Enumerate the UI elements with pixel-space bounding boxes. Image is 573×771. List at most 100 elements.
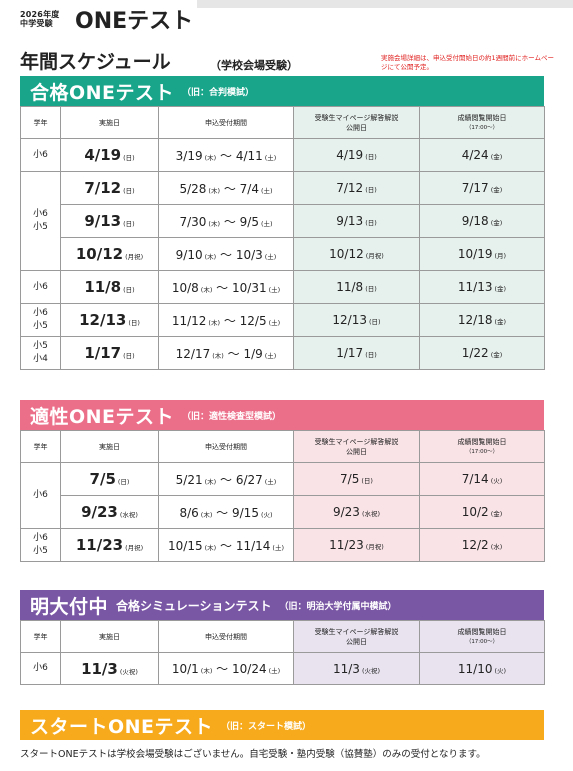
column-header-text: 申込受付期間 <box>205 632 247 641</box>
table-row: 9/13 (日) 7/30 (木) 〜 9/5 (土) 9/13 (日) 9/18 (金) <box>21 204 545 238</box>
application-period-cell: 10/1 (木) 〜 10/24 (土) <box>158 652 294 685</box>
period-start-weekday: (木) <box>208 186 220 195</box>
results-date-cell: 12/2 (水) <box>419 528 545 562</box>
results-weekday: (金) <box>490 219 503 227</box>
period-end-weekday: (土) <box>260 219 273 228</box>
column-header-text: 成績閲覧開始日 <box>457 437 507 446</box>
period-end: 1/9 <box>243 346 263 361</box>
header-row: 学年 実施日 申込受付期間 受験生マイページ解答解説公開日 成績閲覧開始日 （17:00〜… <box>20 430 545 463</box>
publish-date: 11/23 <box>329 538 364 552</box>
publish-date: 12/13 <box>332 313 367 327</box>
exam-date-weekday: (日) <box>123 220 135 228</box>
period-end: 10/31 <box>232 280 267 295</box>
exam-date-cell: 7/12 (日) <box>60 171 159 205</box>
results-weekday: (金) <box>490 186 503 194</box>
grade-cell: 小6 <box>20 138 61 172</box>
results-date: 10/19 <box>457 247 493 261</box>
period-end-weekday: (土) <box>272 543 284 552</box>
column-header-grade: 学年 <box>20 106 61 139</box>
period-start-weekday: (木) <box>208 219 220 228</box>
table-row: 小6 小5 11/23 (月祝) 10/15 (木) 〜 11/14 (土) 11/23 (月… <box>20 528 545 562</box>
results-date: 7/17 <box>461 181 489 195</box>
answer-publish-cell: 9/23 (水祝) <box>293 495 420 529</box>
section-meidai: 明大付中 合格シミュレーションテスト （旧：明治大学付属中模試） 学年 実施日 申込… <box>20 590 545 685</box>
exam-date-weekday: (月祝) <box>125 544 144 552</box>
grade-cell: 小6 <box>20 462 61 529</box>
section-start: スタートONEテスト （旧：スタート模試） <box>20 710 544 740</box>
section-goukaku-title: 合格ONEテスト <box>30 81 175 104</box>
column-header-res: 成績閲覧開始日 （17:00〜） <box>419 620 545 653</box>
exam-date-cell: 11/3 (火祝) <box>60 652 159 685</box>
results-date: 4/24 <box>461 148 489 162</box>
results-date: 11/13 <box>457 280 493 294</box>
column-header-text: 成績閲覧開始日 <box>457 113 507 122</box>
period-end: 10/24 <box>232 662 267 676</box>
page-subtitle: （学校会場受験） <box>210 59 298 72</box>
results-date: 9/18 <box>461 214 489 228</box>
results-weekday: (金) <box>494 318 507 326</box>
period-start: 9/10 <box>175 247 203 262</box>
start-note: スタートONEテストは学校会場受験はございません。自宅受験・塾内受験（協賛塾）の… <box>20 749 486 760</box>
table-row: 小6 7/5 (日) 5/21 (木) 〜 6/27 (土) 7/5 (日) 7/14 (火) <box>20 462 545 529</box>
publish-date: 11/8 <box>336 280 364 294</box>
column-header-period: 申込受付期間 <box>158 430 294 463</box>
header-row: 学年 実施日 申込受付期間 受験生マイページ解答解説公開日 成績閲覧開始日 （17:00〜… <box>20 106 545 139</box>
answer-publish-cell: 9/13 (日) <box>293 204 420 238</box>
period-end-weekday: (土) <box>268 318 281 327</box>
results-date-cell: 12/18 (金) <box>419 303 545 337</box>
publish-weekday: (日) <box>365 153 377 161</box>
column-header-text: 実施日 <box>99 118 120 127</box>
section-meidai-title: 明大付中 <box>30 595 109 618</box>
period-start: 7/30 <box>179 214 207 229</box>
column-header-pub: 受験生マイページ解答解説公開日 <box>293 106 420 139</box>
exam-date-weekday: (日) <box>123 352 135 360</box>
exam-date-cell: 9/13 (日) <box>60 204 159 238</box>
application-period-cell: 12/17 (木) 〜 1/9 (土) <box>158 336 294 370</box>
period-end-weekday: (土) <box>260 186 273 195</box>
exam-date-cell: 4/19 (日) <box>60 138 159 172</box>
column-header-date: 実施日 <box>60 106 159 139</box>
publish-date: 1/17 <box>336 346 364 360</box>
publish-weekday: (月祝) <box>365 543 384 551</box>
exam-date: 7/5 <box>89 470 116 488</box>
answer-publish-cell: 11/3 (火祝) <box>293 652 420 685</box>
column-header-text: 受験生マイページ解答解説公開日 <box>314 627 399 646</box>
period-end: 9/5 <box>239 214 259 229</box>
results-date-cell: 4/24 (金) <box>419 138 545 172</box>
results-weekday: (火) <box>494 666 507 675</box>
page-note: 実施会場詳細は、申込受付開始日の約1週間前にホームページにて公開予定。 <box>381 54 554 71</box>
period-end: 6/27 <box>235 472 263 487</box>
period-start: 5/21 <box>175 472 203 487</box>
results-date: 7/14 <box>461 472 489 486</box>
grade-cell: 小5 小4 <box>20 336 61 370</box>
table-row: 10/12 (月祝) 9/10 (木) 〜 10/3 (土) 10/12 (月祝) 10/19… <box>21 237 545 271</box>
period-separator: 〜 <box>216 247 236 262</box>
column-header-text: 学年 <box>33 118 48 127</box>
answer-publish-cell: 12/13 (日) <box>293 303 420 337</box>
grade-cell: 小6 小5 <box>20 303 61 337</box>
publish-date: 4/19 <box>336 148 364 162</box>
answer-publish-cell: 10/12 (月祝) <box>293 237 420 271</box>
column-header-sub: （17:00〜） <box>465 448 499 455</box>
column-header-text: 実施日 <box>99 442 120 451</box>
publish-date: 7/12 <box>336 181 364 195</box>
exam-date: 10/12 <box>75 245 124 263</box>
publish-weekday: (日) <box>365 219 377 227</box>
exam-date-weekday: (月祝) <box>125 253 144 261</box>
table-row: 小6 11/3 (火祝) 10/1 (木) 〜 10/24 (土) 11/3 (火祝) 11/1… <box>20 652 545 685</box>
publish-weekday: (日) <box>365 186 377 194</box>
application-period-cell: 10/8 (木) 〜 10/31 (土) <box>158 270 294 304</box>
section-tekisei-header: 適性ONEテスト （旧：適性検査型模試） <box>20 400 544 430</box>
results-date-cell: 11/10 (火) <box>419 652 545 685</box>
column-header-pub: 受験生マイページ解答解説公開日 <box>293 430 420 463</box>
column-header-text: 学年 <box>33 442 48 451</box>
period-start: 10/8 <box>171 280 199 295</box>
period-end-weekday: (土) <box>264 252 277 261</box>
results-date-cell: 9/18 (金) <box>419 204 545 238</box>
application-period-cell: 11/12 (木) 〜 12/5 (土) <box>158 303 294 337</box>
results-date-cell: 11/13 (金) <box>419 270 545 304</box>
publish-weekday: (火祝) <box>361 666 381 675</box>
exam-date-cell: 9/23 (水祝) <box>60 495 159 529</box>
answer-publish-cell: 4/19 (日) <box>293 138 420 172</box>
exam-date: 9/13 <box>84 212 122 230</box>
